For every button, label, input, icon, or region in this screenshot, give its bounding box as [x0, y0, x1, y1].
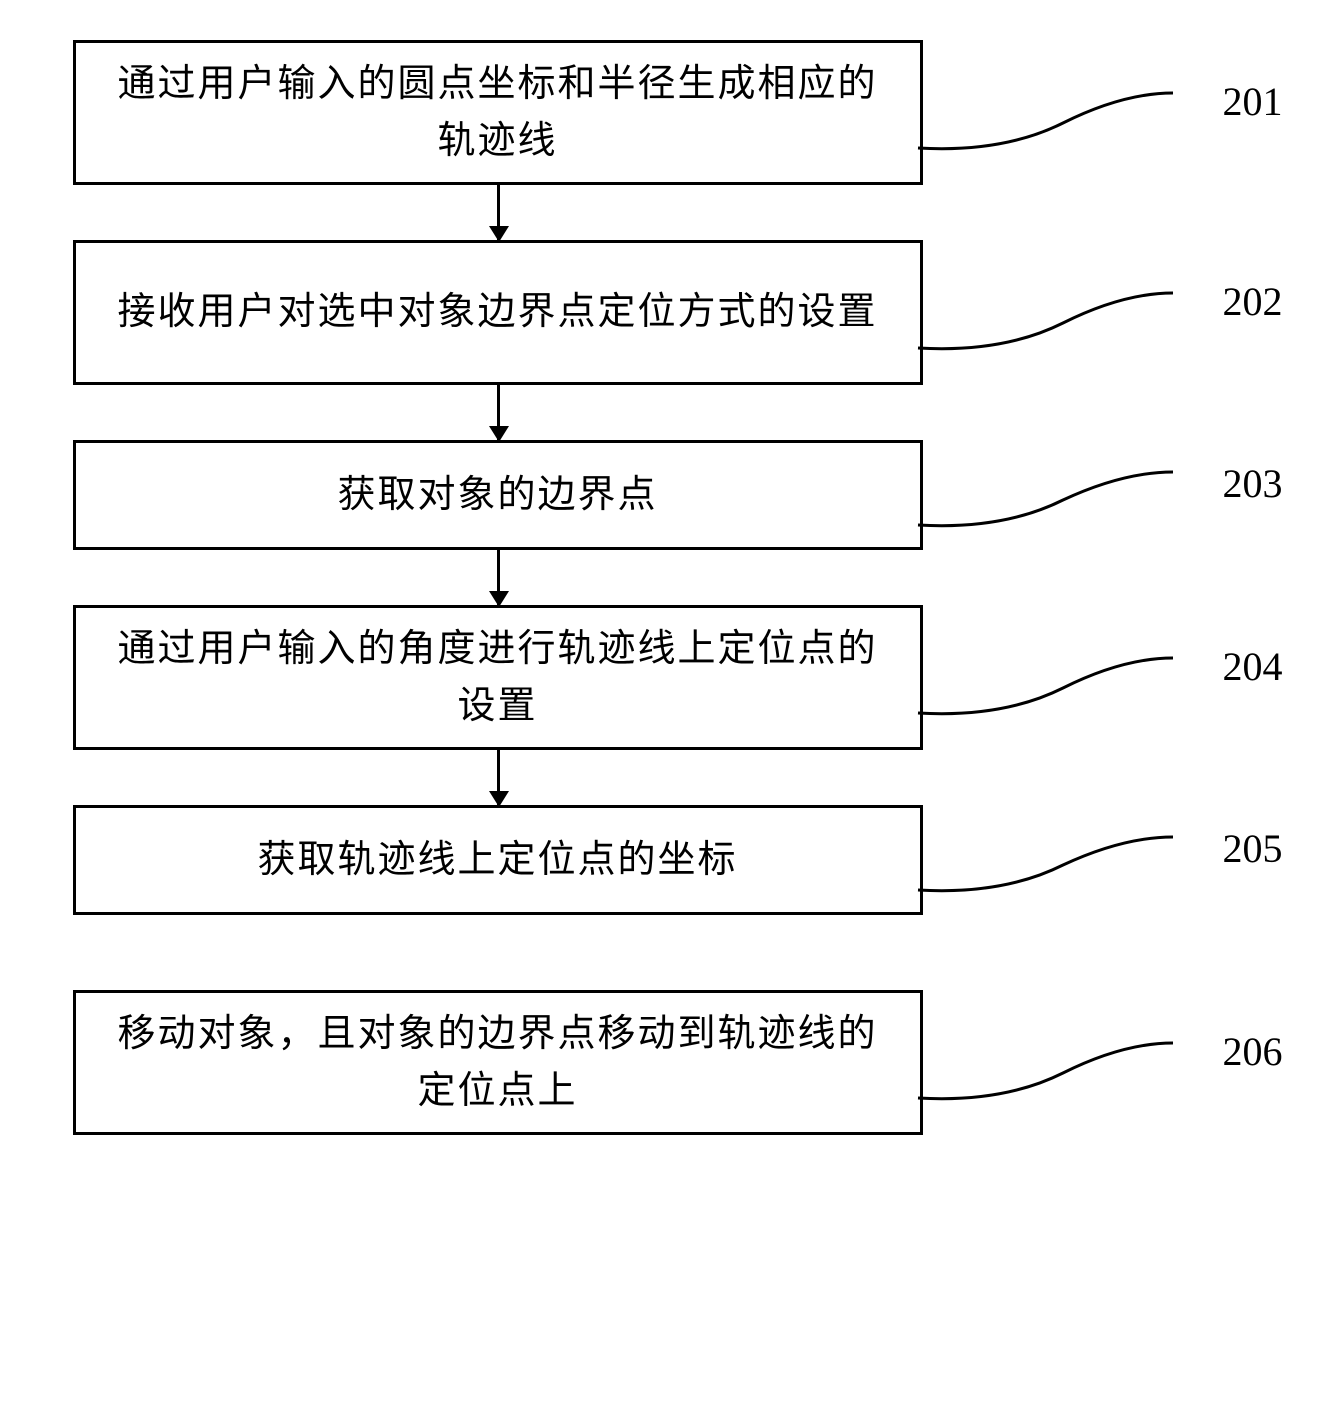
- step-row-206: 移动对象，且对象的边界点移动到轨迹线的定位点上 206: [73, 990, 1303, 1135]
- connector-201-202: [497, 185, 1303, 240]
- gap-205-206: [23, 915, 1303, 990]
- step-row-204: 通过用户输入的角度进行轨迹线上定位点的设置 204: [73, 605, 1303, 750]
- step-box-206: 移动对象，且对象的边界点移动到轨迹线的定位点上: [73, 990, 923, 1135]
- step-box-203: 获取对象的边界点: [73, 440, 923, 550]
- connector-202-203: [497, 385, 1303, 440]
- step-box-201: 通过用户输入的圆点坐标和半径生成相应的轨迹线: [73, 40, 923, 185]
- step-box-205: 获取轨迹线上定位点的坐标: [73, 805, 923, 915]
- step-label-204: 204: [1223, 643, 1283, 690]
- step-text-205: 获取轨迹线上定位点的坐标: [257, 832, 737, 889]
- connector-204-205: [497, 750, 1303, 805]
- connector-203-204: [497, 550, 1303, 605]
- step-label-206: 206: [1223, 1028, 1283, 1075]
- step-box-202: 接收用户对选中对象边界点定位方式的设置: [73, 240, 923, 385]
- step-text-203: 获取对象的边界点: [337, 467, 657, 524]
- callout-curve-icon: [913, 470, 1193, 550]
- step-label-201: 201: [1223, 78, 1283, 125]
- callout-curve-icon: [913, 653, 1193, 733]
- callout-curve-icon: [913, 88, 1193, 168]
- callout-curve-icon: [913, 288, 1193, 368]
- step-text-206: 移动对象，且对象的边界点移动到轨迹线的定位点上: [106, 1006, 890, 1120]
- step-row-203: 获取对象的边界点 203: [73, 440, 1303, 550]
- step-box-204: 通过用户输入的角度进行轨迹线上定位点的设置: [73, 605, 923, 750]
- step-row-202: 接收用户对选中对象边界点定位方式的设置 202: [73, 240, 1303, 385]
- step-text-202: 接收用户对选中对象边界点定位方式的设置: [117, 284, 877, 341]
- step-label-203: 203: [1223, 460, 1283, 507]
- step-label-202: 202: [1223, 278, 1283, 325]
- flowchart-container: 通过用户输入的圆点坐标和半径生成相应的轨迹线 201 接收用户对选中对象边界点定…: [23, 40, 1303, 1135]
- step-label-205: 205: [1223, 825, 1283, 872]
- step-text-201: 通过用户输入的圆点坐标和半径生成相应的轨迹线: [106, 56, 890, 170]
- step-row-205: 获取轨迹线上定位点的坐标 205: [73, 805, 1303, 915]
- callout-curve-icon: [913, 835, 1193, 915]
- callout-curve-icon: [913, 1038, 1193, 1118]
- step-row-201: 通过用户输入的圆点坐标和半径生成相应的轨迹线 201: [73, 40, 1303, 185]
- step-text-204: 通过用户输入的角度进行轨迹线上定位点的设置: [106, 621, 890, 735]
